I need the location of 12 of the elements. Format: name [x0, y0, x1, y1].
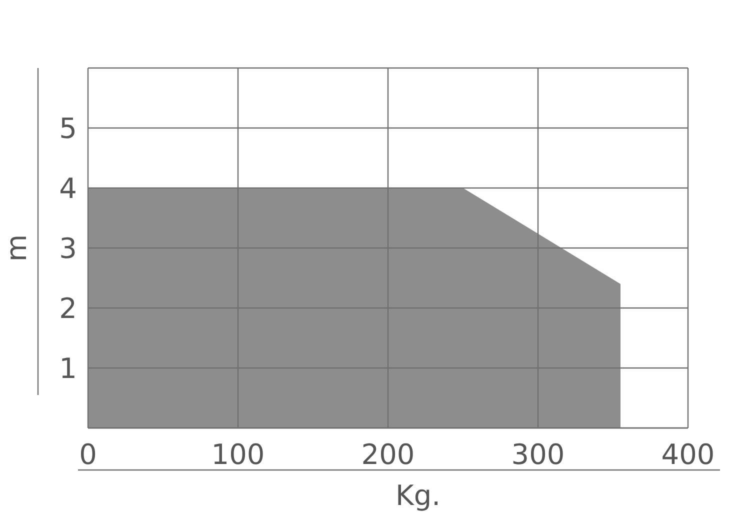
y-tick-label: 3: [59, 232, 77, 265]
y-tick-label: 2: [59, 292, 77, 325]
x-tick-label: 0: [79, 438, 97, 471]
x-axis-title: Kg.: [395, 479, 441, 512]
x-tick-label: 200: [361, 438, 415, 471]
y-tick-label: 4: [59, 172, 77, 205]
x-tick-label: 300: [511, 438, 565, 471]
y-axis-title: m: [0, 234, 33, 262]
y-tick-label: 1: [59, 352, 77, 385]
x-tick-label: 400: [661, 438, 715, 471]
x-tick-label: 100: [211, 438, 265, 471]
y-tick-label: 5: [59, 112, 77, 145]
